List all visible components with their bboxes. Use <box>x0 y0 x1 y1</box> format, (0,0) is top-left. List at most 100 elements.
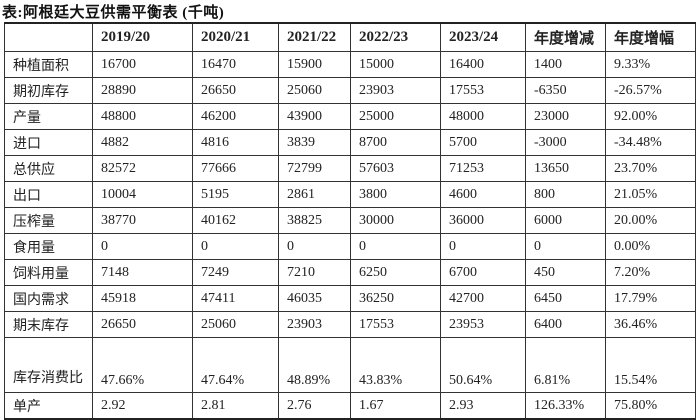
table-cell: 2.92 <box>92 392 193 420</box>
column-header: 年度增幅 <box>605 22 696 52</box>
table-cell: -3000 <box>525 129 606 156</box>
table-cell: 45918 <box>92 285 193 312</box>
table-row: 种植面积 16700 16470 15900 15000 16400 1400 9.33% <box>4 51 696 78</box>
table-cell: 2.93 <box>440 392 526 420</box>
table-cell: 2.81 <box>192 392 279 420</box>
table-cell: 16700 <box>92 51 193 78</box>
table-cell: 4600 <box>440 181 526 208</box>
table-cell: 36000 <box>440 207 526 234</box>
table-cell: 40162 <box>192 207 279 234</box>
table-cell: -26.57% <box>605 77 696 104</box>
table-cell: 28890 <box>92 77 193 104</box>
table-cell: 6450 <box>525 285 606 312</box>
table-cell: 36250 <box>350 285 441 312</box>
table-cell: 15.54% <box>605 337 696 393</box>
table-cell: 47411 <box>192 285 279 312</box>
table-cell: 75.80% <box>605 392 696 420</box>
table-cell: 25060 <box>278 77 351 104</box>
table-cell: 46200 <box>192 103 279 130</box>
table-cell: 23903 <box>278 311 351 338</box>
column-header: 2021/22 <box>278 22 351 52</box>
table-cell: 82572 <box>92 155 193 182</box>
table-cell: 0 <box>92 233 193 260</box>
table-cell: -6350 <box>525 77 606 104</box>
table-cell: 7.20% <box>605 259 696 286</box>
table-cell: 7210 <box>278 259 351 286</box>
table-cell: 6700 <box>440 259 526 286</box>
table-cell: 48800 <box>92 103 193 130</box>
column-header: 年度增减 <box>525 22 606 52</box>
table-cell: 6250 <box>350 259 441 286</box>
table-cell: 92.00% <box>605 103 696 130</box>
table-cell: -34.48% <box>605 129 696 156</box>
row-label: 饲料用量 <box>4 259 93 286</box>
table-cell: 126.33% <box>525 392 606 420</box>
table-cell: 72799 <box>278 155 351 182</box>
row-label: 期末库存 <box>4 311 93 338</box>
table-cell: 7249 <box>192 259 279 286</box>
table-cell: 6000 <box>525 207 606 234</box>
table-cell: 38825 <box>278 207 351 234</box>
table-cell: 3800 <box>350 181 441 208</box>
table-cell: 3839 <box>278 129 351 156</box>
table-row: 总供应 82572 77666 72799 57603 71253 13650 23.70% <box>4 155 696 182</box>
table-cell: 0 <box>192 233 279 260</box>
table-cell: 15900 <box>278 51 351 78</box>
row-label: 库存消费比 <box>4 337 93 393</box>
table-cell: 47.66% <box>92 337 193 393</box>
table-cell: 0 <box>525 233 606 260</box>
table-row: 产量 48800 46200 43900 25000 48000 23000 92.00% <box>4 103 696 130</box>
table-cell: 6400 <box>525 311 606 338</box>
table-cell: 15000 <box>350 51 441 78</box>
table-cell: 17.79% <box>605 285 696 312</box>
table-cell: 21.05% <box>605 181 696 208</box>
column-header: 2022/23 <box>350 22 441 52</box>
table-cell: 0 <box>278 233 351 260</box>
table-row: 饲料用量 7148 7249 7210 6250 6700 450 7.20% <box>4 259 696 286</box>
table-cell: 17553 <box>440 77 526 104</box>
table-row: 期初库存 28890 26650 25060 23903 17553 -6350 -26.57… <box>4 77 696 104</box>
table-row: 国内需求 45918 47411 46035 36250 42700 6450 17.79% <box>4 285 696 312</box>
table-cell: 26650 <box>192 77 279 104</box>
table-cell: 4882 <box>92 129 193 156</box>
table-row: 期末库存 26650 25060 23903 17553 23953 6400 36.46% <box>4 311 696 338</box>
table-cell: 13650 <box>525 155 606 182</box>
table-cell: 36.46% <box>605 311 696 338</box>
row-label: 国内需求 <box>4 285 93 312</box>
table-cell: 30000 <box>350 207 441 234</box>
table-cell: 38770 <box>92 207 193 234</box>
table-cell: 2.76 <box>278 392 351 420</box>
table-cell: 0 <box>440 233 526 260</box>
table-row: 单产 2.92 2.81 2.76 1.67 2.93 126.33% 75.80% <box>4 392 696 420</box>
table-cell: 0 <box>350 233 441 260</box>
header-row: 2019/20 2020/21 2021/22 2022/23 2023/24 年度增减年… <box>4 22 696 52</box>
table-row: 压榨量 38770 40162 38825 30000 36000 6000 20.00% <box>4 207 696 234</box>
table-cell: 48.89% <box>278 337 351 393</box>
table-cell: 20.00% <box>605 207 696 234</box>
table-cell: 2861 <box>278 181 351 208</box>
row-label: 出口 <box>4 181 93 208</box>
table-cell: 43.83% <box>350 337 441 393</box>
table-cell: 6.81% <box>525 337 606 393</box>
table-cell: 57603 <box>350 155 441 182</box>
table-cell: 25000 <box>350 103 441 130</box>
table-cell: 8700 <box>350 129 441 156</box>
table-cell: 1400 <box>525 51 606 78</box>
table-cell: 71253 <box>440 155 526 182</box>
row-label: 期初库存 <box>4 77 93 104</box>
column-header: 2023/24 <box>440 22 526 52</box>
table-cell: 42700 <box>440 285 526 312</box>
column-header: 2019/20 <box>92 22 193 52</box>
table-title: 表:阿根廷大豆供需平衡表 (千吨) <box>2 5 225 21</box>
row-label: 压榨量 <box>4 207 93 234</box>
table-cell: 25060 <box>192 311 279 338</box>
soybean-balance-table: 2019/20 2020/21 2021/22 2022/23 2023/24 年度增减年… <box>4 22 696 420</box>
table-row: 出口 10004 5195 2861 3800 4600 800 21.05% <box>4 181 696 208</box>
row-label: 种植面积 <box>4 51 93 78</box>
table-cell: 77666 <box>192 155 279 182</box>
row-label: 食用量 <box>4 233 93 260</box>
table-cell: 17553 <box>350 311 441 338</box>
table-cell: 1.67 <box>350 392 441 420</box>
table-cell: 23.70% <box>605 155 696 182</box>
table-row: 进口 4882 4816 3839 8700 5700 -3000 -34.48% <box>4 129 696 156</box>
